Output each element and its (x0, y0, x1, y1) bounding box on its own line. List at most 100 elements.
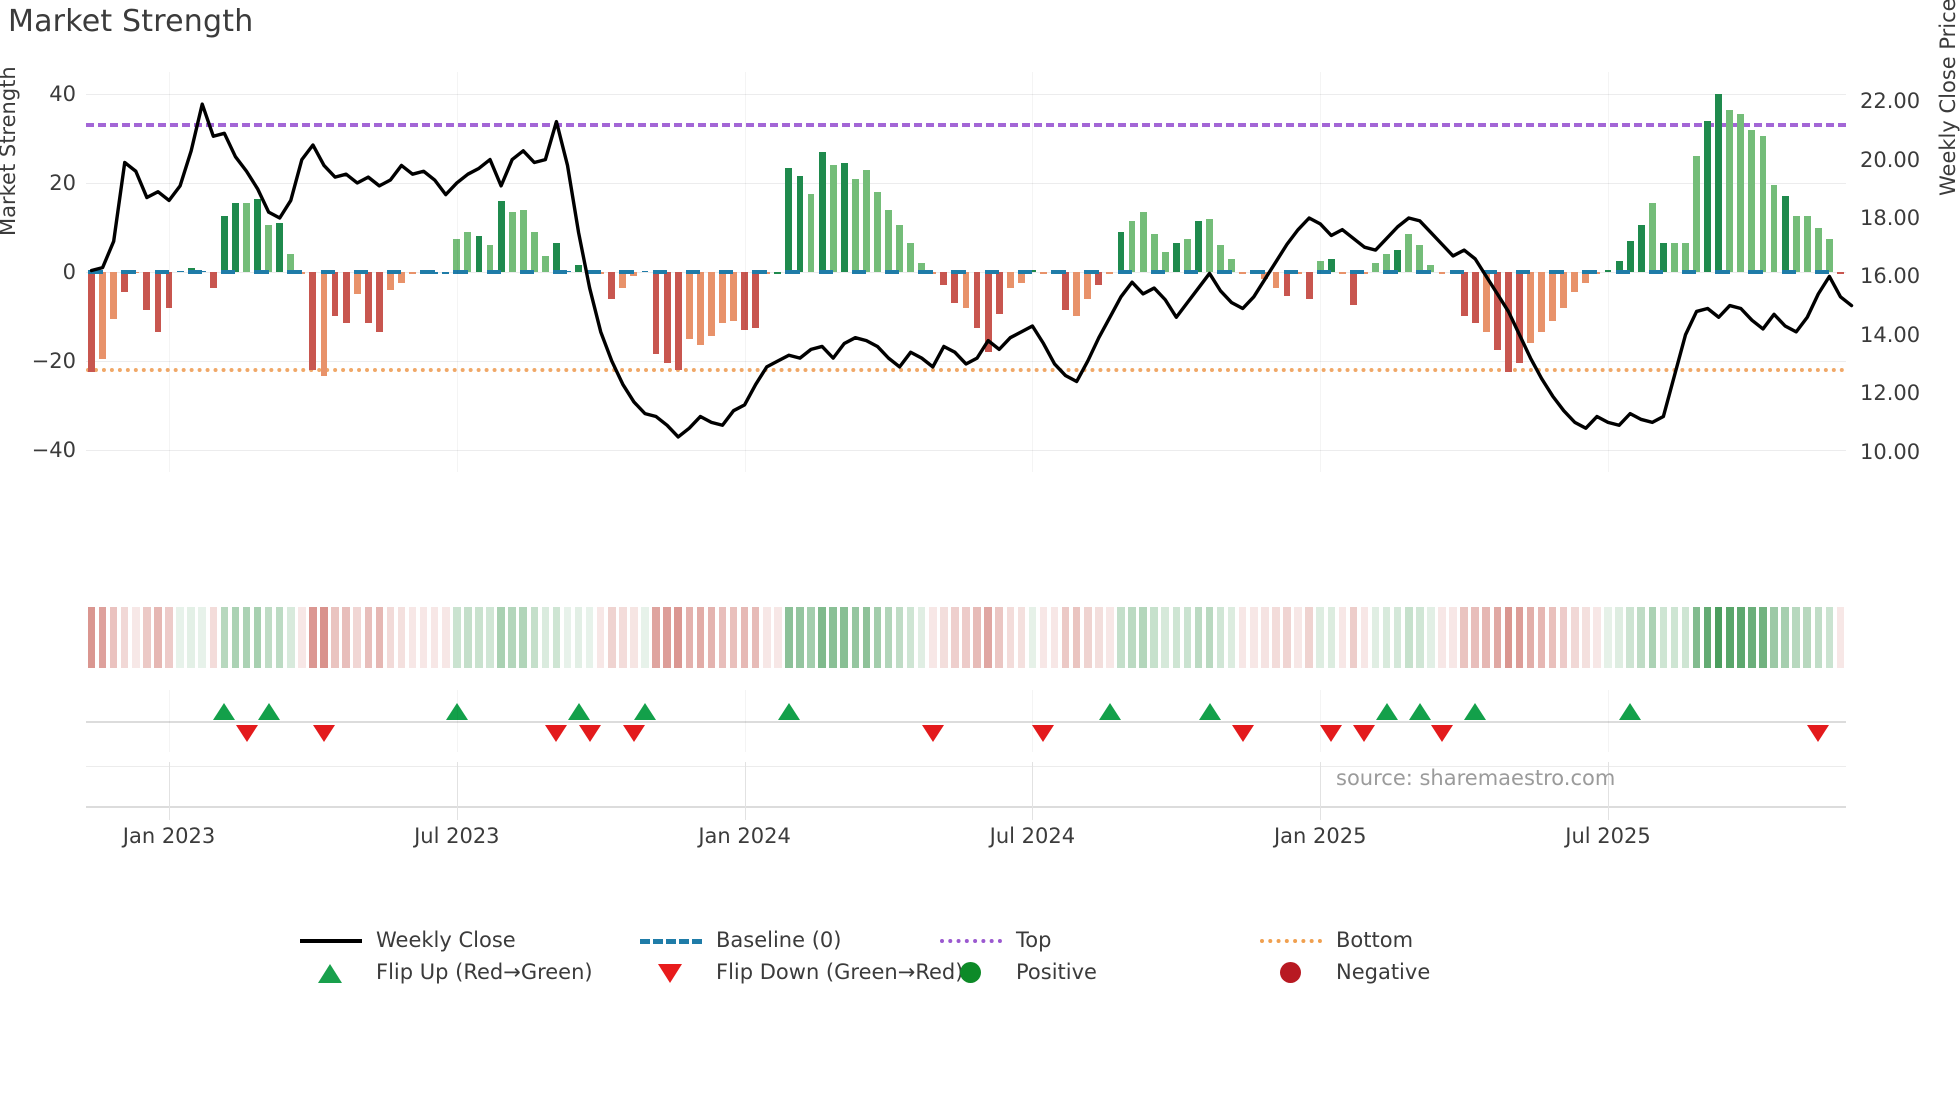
legend-item[interactable]: Flip Up (Red→Green) (300, 957, 593, 987)
heatmap-cell (652, 607, 660, 668)
heatmap-cell (1548, 607, 1557, 668)
heatmap-cell (453, 607, 461, 668)
y-axis-right-label: Weekly Close Price (1936, 0, 1960, 196)
heatmap-cell (253, 607, 262, 668)
heatmap-cell (176, 607, 184, 668)
strength-bar (342, 272, 350, 324)
heatmap-cell (1460, 607, 1468, 668)
strength-bar (862, 169, 870, 272)
strength-bar (1416, 245, 1424, 272)
heatmap-cell (1294, 607, 1302, 668)
weekly-close-line (89, 102, 1854, 439)
strength-bar (1217, 245, 1225, 272)
strength-bar (1305, 272, 1313, 299)
strength-bar (1272, 272, 1280, 288)
legend-item[interactable]: Baseline (0) (640, 925, 841, 955)
flip-down-marker (1353, 725, 1376, 742)
legend-item[interactable]: Weekly Close (300, 925, 516, 955)
baseline-segment (1051, 270, 1066, 274)
legend-item[interactable]: Flip Down (Green→Red) (640, 957, 963, 987)
heatmap-cell (1017, 607, 1026, 668)
strength-bar (1516, 272, 1523, 364)
flip-down-marker (1032, 725, 1055, 742)
flip-down-marker (1231, 725, 1254, 742)
heatmap-cell (1393, 607, 1402, 668)
dashed-line-icon (640, 939, 702, 944)
baseline-segment (486, 270, 501, 274)
vertical-guide (169, 690, 171, 752)
strength-bar (696, 272, 704, 346)
strength-bar (619, 272, 627, 288)
strength-bar (1084, 272, 1092, 299)
y-tick-left: −40 (31, 437, 76, 462)
legend-item[interactable]: Bottom (1260, 925, 1413, 955)
flip-down-marker (1320, 725, 1343, 742)
heatmap-cell (1681, 607, 1690, 668)
strength-bar (243, 203, 250, 272)
heatmap-cell (1604, 607, 1612, 668)
flip-up-marker (633, 703, 656, 720)
strength-bar (254, 198, 261, 272)
bottom-reference-line (86, 367, 1846, 372)
legend-item[interactable]: Negative (1260, 957, 1430, 987)
flip-down-marker (312, 725, 335, 742)
strength-bar (442, 272, 450, 274)
strength-bar (785, 167, 793, 272)
heatmap-cell (220, 607, 229, 668)
strength-bar (652, 272, 660, 355)
strength-bar (1582, 272, 1590, 284)
heatmap-cell (829, 607, 837, 668)
x-tick-label: Jul 2024 (989, 824, 1076, 848)
strength-bar (176, 270, 184, 272)
heatmap-cell (663, 607, 671, 668)
strength-bar (1615, 260, 1623, 272)
heatmap-cell (1083, 607, 1092, 668)
heatmap-cell (98, 607, 107, 668)
legend-swatch (1260, 929, 1322, 951)
strength-bar (752, 272, 760, 328)
strength-bar (88, 272, 95, 372)
heatmap-cell (1305, 607, 1313, 668)
heatmap-cell (884, 607, 893, 668)
strength-bar (1405, 234, 1413, 272)
legend-item[interactable]: Positive (940, 957, 1097, 987)
strength-bar (232, 203, 239, 272)
vertical-guide (744, 690, 746, 752)
baseline-segment (1383, 270, 1398, 274)
vertical-guide (1320, 72, 1322, 472)
strength-bar (265, 225, 273, 272)
heatmap-cell (486, 607, 494, 668)
legend-item[interactable]: Top (940, 925, 1051, 955)
strength-bar (1538, 272, 1546, 332)
heatmap-cell (984, 607, 992, 668)
strength-bar (1338, 272, 1346, 275)
baseline-segment (88, 270, 103, 274)
flip-up-marker (1464, 703, 1487, 720)
heatmap-cell (1039, 607, 1048, 668)
heatmap-cell (1371, 607, 1380, 668)
strength-bar (575, 265, 582, 272)
heatmap-cell (1825, 607, 1834, 668)
heatmap-cell (132, 607, 140, 668)
strength-bar (309, 272, 317, 370)
heatmap-cell (674, 607, 682, 668)
baseline-segment (1615, 270, 1631, 274)
baseline-segment (1283, 270, 1298, 274)
heatmap-cell (375, 607, 384, 668)
strength-bar (1460, 272, 1468, 317)
strength-bar (1493, 272, 1501, 350)
heatmap-cell (851, 607, 860, 668)
heatmap-cell (818, 607, 826, 668)
strength-bar (1549, 272, 1557, 321)
strength-bar (519, 209, 527, 272)
strength-bar (398, 272, 405, 284)
heatmap-cell (1150, 607, 1158, 668)
baseline-segment (1117, 270, 1132, 274)
heatmap-cell (1316, 607, 1324, 668)
heatmap-cell (1194, 607, 1203, 668)
baseline-segment (818, 270, 834, 274)
strength-bar (1040, 272, 1047, 275)
x-tick-label: Jan 2025 (1273, 824, 1367, 848)
strength-bar (719, 272, 726, 324)
